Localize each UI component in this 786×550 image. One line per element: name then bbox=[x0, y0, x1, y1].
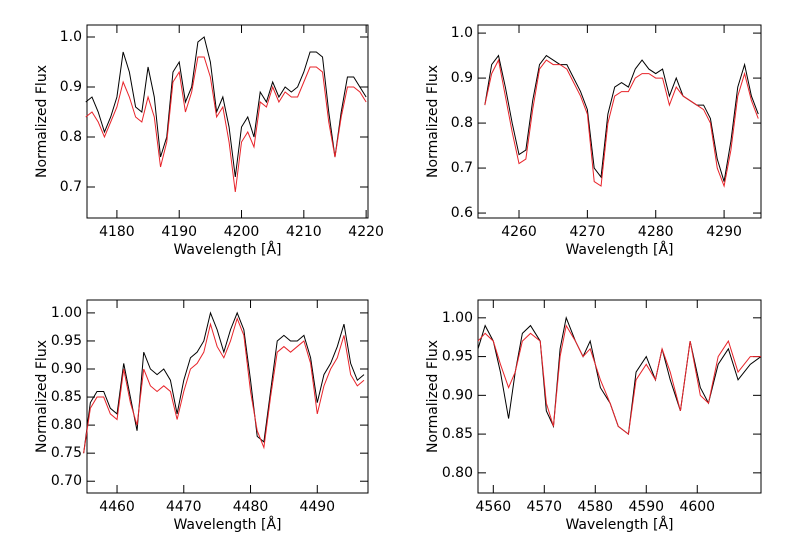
spectrum-line bbox=[484, 58, 759, 188]
x-tick-label: 4580 bbox=[577, 499, 613, 515]
y-tick-label: 1.0 bbox=[60, 29, 82, 45]
y-tick-label: 0.9 bbox=[60, 79, 82, 95]
x-tick-label: 4200 bbox=[224, 224, 260, 240]
y-tick-label: 0.7 bbox=[451, 160, 473, 176]
x-tick-label: 4570 bbox=[526, 499, 562, 515]
y-tick-label: 0.8 bbox=[60, 129, 82, 145]
y-tick-label: 0.85 bbox=[51, 389, 82, 405]
x-axis-label: Wavelength [Å] bbox=[565, 241, 673, 258]
y-tick-label: 1.0 bbox=[451, 25, 473, 41]
y-tick-label: 0.95 bbox=[442, 349, 473, 365]
x-tick-label: 4180 bbox=[99, 224, 135, 240]
y-tick-label: 0.6 bbox=[451, 205, 473, 221]
x-tick-label: 4600 bbox=[679, 499, 715, 515]
y-tick-label: 0.95 bbox=[51, 333, 82, 349]
y-tick-label: 1.00 bbox=[442, 310, 473, 326]
x-tick-label: 4220 bbox=[348, 224, 384, 240]
y-tick-label: 0.8 bbox=[451, 115, 473, 131]
spectrum-line bbox=[85, 36, 367, 178]
y-tick-label: 0.85 bbox=[442, 426, 473, 442]
x-tick-label: 4460 bbox=[99, 499, 135, 515]
plot-frame bbox=[477, 24, 762, 219]
y-axis-label: Normalized Flux bbox=[425, 340, 441, 453]
x-tick-label: 4560 bbox=[475, 499, 511, 515]
y-tick-label: 0.70 bbox=[51, 473, 82, 489]
y-tick-label: 0.80 bbox=[51, 417, 82, 433]
y-tick-label: 1.00 bbox=[51, 305, 82, 321]
plot-frame bbox=[86, 24, 369, 219]
x-tick-label: 4480 bbox=[233, 499, 269, 515]
x-tick-label: 4210 bbox=[286, 224, 322, 240]
x-tick-label: 4590 bbox=[628, 499, 664, 515]
x-tick-label: 4490 bbox=[299, 499, 335, 515]
x-tick-label: 4270 bbox=[570, 224, 606, 240]
x-tick-label: 4290 bbox=[706, 224, 742, 240]
y-tick-label: 0.9 bbox=[451, 70, 473, 86]
spectrum-line bbox=[484, 54, 759, 182]
spectrum-line bbox=[83, 316, 365, 454]
x-axis-label: Wavelength [Å] bbox=[173, 241, 281, 258]
y-tick-label: 0.90 bbox=[51, 361, 82, 377]
x-tick-label: 4260 bbox=[501, 224, 537, 240]
x-axis-label: Wavelength [Å] bbox=[173, 516, 281, 533]
plot-frame bbox=[477, 299, 762, 494]
spectrum-line bbox=[85, 56, 367, 193]
x-tick-label: 4190 bbox=[161, 224, 197, 240]
y-axis-label: Normalized Flux bbox=[425, 65, 441, 178]
y-axis-label: Normalized Flux bbox=[34, 65, 50, 178]
spectrum-line bbox=[477, 324, 761, 436]
plot-frame bbox=[86, 299, 369, 494]
x-tick-label: 4280 bbox=[638, 224, 674, 240]
y-axis-label: Normalized Flux bbox=[34, 340, 50, 453]
x-tick-label: 4470 bbox=[166, 499, 202, 515]
x-axis-label: Wavelength [Å] bbox=[565, 516, 673, 533]
y-tick-label: 0.75 bbox=[51, 445, 82, 461]
y-tick-label: 0.90 bbox=[442, 387, 473, 403]
spectrum-line bbox=[477, 316, 762, 436]
y-tick-label: 0.7 bbox=[60, 179, 82, 195]
spectrum-line bbox=[83, 311, 365, 454]
y-tick-label: 0.80 bbox=[442, 465, 473, 481]
